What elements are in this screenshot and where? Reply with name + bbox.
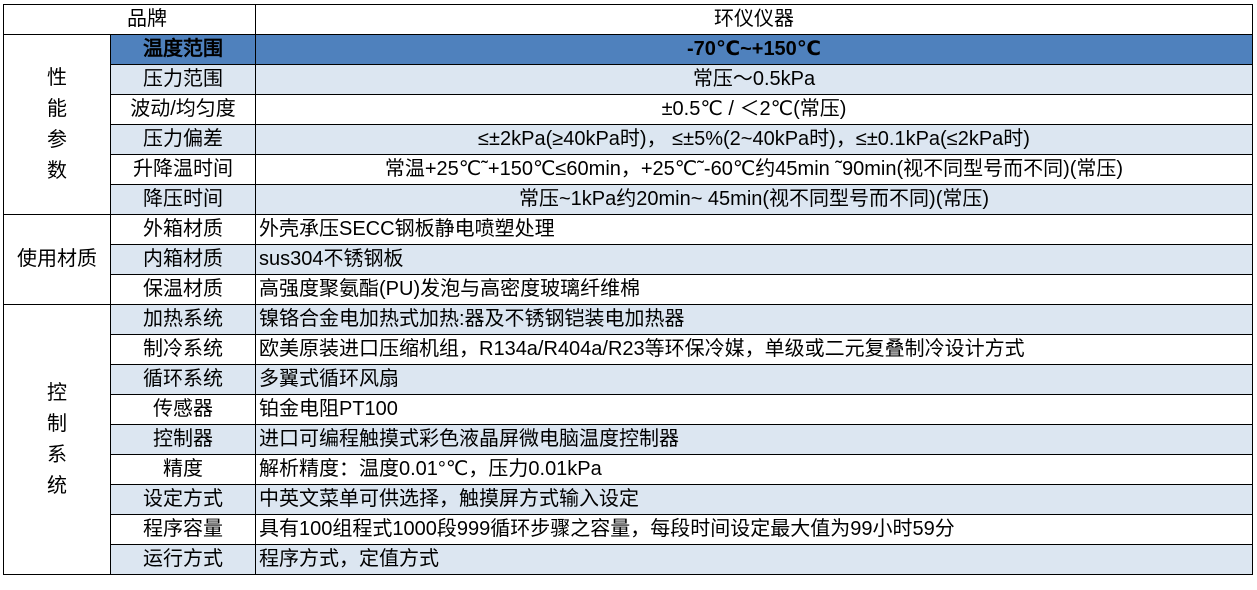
row-label: 降压时间 xyxy=(110,184,256,215)
row-value: 高强度聚氨酯(PU)发泡与高密度玻璃纤维棉 xyxy=(255,274,1253,305)
row-label: 程序容量 xyxy=(110,514,256,545)
row-label: 运行方式 xyxy=(110,544,256,575)
row-value: 常温+25℃˜+150℃≤60min，+25℃˜-60℃约45min ˜90mi… xyxy=(255,154,1253,185)
spec-row: 压力偏差 ≤±2kPa(≥40kPa时)， ≤±5%(2~40kPa时)，≤±0.… xyxy=(4,124,1253,155)
group-cell: 控制系统 xyxy=(3,304,111,575)
brand-label: 品牌 xyxy=(3,4,256,35)
spec-row: 设定方式 中英文菜单可供选择，触摸屏方式输入设定 xyxy=(4,484,1253,515)
spec-row: 压力范围 常压～0.5kPa xyxy=(4,64,1253,95)
row-value: 镍铬合金电加热式加热:器及不锈钢铠装电加热器 xyxy=(255,304,1253,335)
row-value: 多翼式循环风扇 xyxy=(255,364,1253,395)
row-label: 压力范围 xyxy=(110,64,256,95)
row-label: 波动/均匀度 xyxy=(110,94,256,125)
group-label: 使用材质 xyxy=(3,214,111,305)
row-value: 解析精度：温度0.01°℃，压力0.01kPa xyxy=(255,454,1253,485)
row-label: 保温材质 xyxy=(110,274,256,305)
row-value: ±0.5℃ / ＜2℃(常压) xyxy=(255,94,1253,125)
brand-value: 环仪仪器 xyxy=(255,4,1253,35)
row-label: 外箱材质 xyxy=(110,214,256,245)
spec-row: 内箱材质 sus304不锈钢板 xyxy=(4,244,1253,275)
spec-table-body: 品牌 环仪仪器 性能参数 温度范围 -70℃~+150℃ 压力范围 常压～0.5kPa 波… xyxy=(3,4,1253,575)
spec-row: 传感器 铂金电阻PT100 xyxy=(4,394,1253,425)
row-label: 循环系统 xyxy=(110,364,256,395)
row-label: 控制器 xyxy=(110,424,256,455)
spec-row: 升降温时间 常温+25℃˜+150℃≤60min，+25℃˜-60℃约45min … xyxy=(4,154,1253,185)
row-value: 中英文菜单可供选择，触摸屏方式输入设定 xyxy=(255,484,1253,515)
row-label: 制冷系统 xyxy=(110,334,256,365)
row-value: 欧美原装进口压缩机组，R134a/R404a/R23等环保冷媒，单级或二元复叠制… xyxy=(255,334,1253,365)
row-value: 进口可编程触摸式彩色液晶屏微电脑温度控制器 xyxy=(255,424,1253,455)
row-label: 精度 xyxy=(110,454,256,485)
row-value: sus304不锈钢板 xyxy=(255,244,1253,275)
spec-row: 降压时间 常压~1kPa约20min~ 45min(视不同型号而不同)(常压) xyxy=(4,184,1253,215)
spec-row: 循环系统 多翼式循环风扇 xyxy=(4,364,1253,395)
row-value: ≤±2kPa(≥40kPa时)， ≤±5%(2~40kPa时)，≤±0.1kPa… xyxy=(255,124,1253,155)
group-cell: 性能参数 xyxy=(3,34,111,215)
spec-row: 精度 解析精度：温度0.01°℃，压力0.01kPa xyxy=(4,454,1253,485)
spec-row: 保温材质 高强度聚氨酯(PU)发泡与高密度玻璃纤维棉 xyxy=(4,274,1253,305)
row-label: 温度范围 xyxy=(110,34,256,65)
row-label: 升降温时间 xyxy=(110,154,256,185)
spec-row: 运行方式 程序方式，定值方式 xyxy=(4,544,1253,575)
row-value: 具有100组程式1000段999循环步骤之容量，每段时间设定最大值为99小时59… xyxy=(255,514,1253,545)
row-label: 加热系统 xyxy=(110,304,256,335)
spec-row: 性能参数 温度范围 -70℃~+150℃ xyxy=(3,34,1253,215)
row-label: 内箱材质 xyxy=(110,244,256,275)
row-value: -70℃~+150℃ xyxy=(255,34,1253,65)
spec-row: 控制系统 加热系统 镍铬合金电加热式加热:器及不锈钢铠装电加热器 xyxy=(3,304,1253,575)
group-label: 控制系统 xyxy=(47,381,67,497)
row-label: 传感器 xyxy=(110,394,256,425)
row-label: 设定方式 xyxy=(110,484,256,515)
spec-table: 品牌 环仪仪器 性能参数 温度范围 -70℃~+150℃ 压力范围 常压～0.5kPa 波… xyxy=(3,4,1253,575)
spec-row: 程序容量 具有100组程式1000段999循环步骤之容量，每段时间设定最大值为99… xyxy=(4,514,1253,545)
row-value: 程序方式，定值方式 xyxy=(255,544,1253,575)
group-label: 性能参数 xyxy=(47,66,67,182)
row-value: 铂金电阻PT100 xyxy=(255,394,1253,425)
brand-row: 品牌 环仪仪器 xyxy=(3,4,1253,35)
row-value: 常压～0.5kPa xyxy=(255,64,1253,95)
spec-row: 波动/均匀度 ±0.5℃ / ＜2℃(常压) xyxy=(4,94,1253,125)
row-value: 外壳承压SECC钢板静电喷塑处理 xyxy=(255,214,1253,245)
spec-row: 使用材质 外箱材质 外壳承压SECC钢板静电喷塑处理 xyxy=(3,214,1253,305)
spec-row: 制冷系统 欧美原装进口压缩机组，R134a/R404a/R23等环保冷媒，单级或二… xyxy=(4,334,1253,365)
row-value: 常压~1kPa约20min~ 45min(视不同型号而不同)(常压) xyxy=(255,184,1253,215)
spec-row: 控制器 进口可编程触摸式彩色液晶屏微电脑温度控制器 xyxy=(4,424,1253,455)
row-label: 压力偏差 xyxy=(110,124,256,155)
